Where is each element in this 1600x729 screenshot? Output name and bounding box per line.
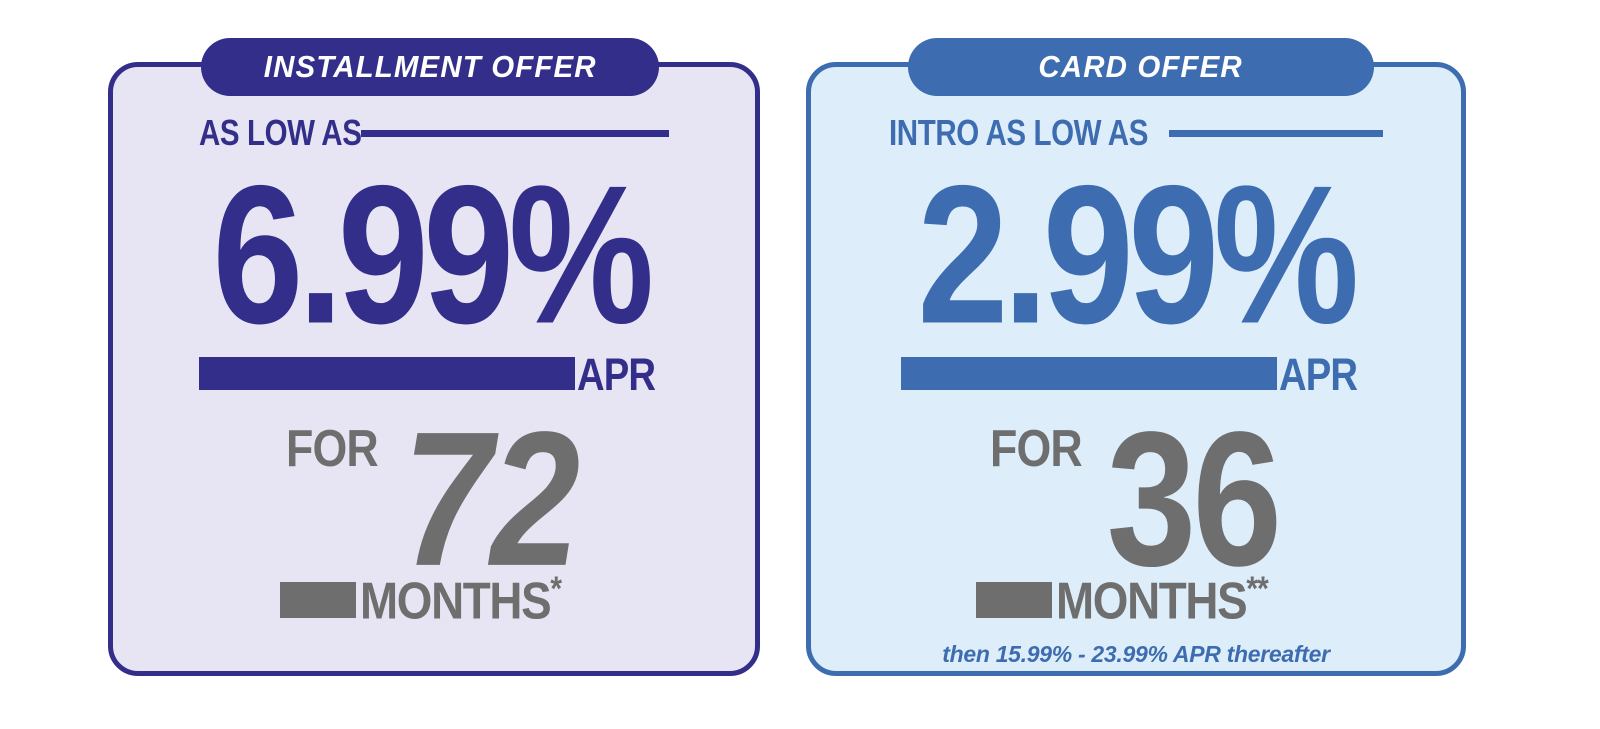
card-eyebrow-label: INTRO AS LOW AS: [889, 112, 1148, 153]
card-months-label: MONTHS**: [1055, 570, 1269, 631]
card-months-row: MONTHS**: [975, 570, 1297, 631]
installment-months-label: MONTHS*: [359, 570, 562, 631]
installment-footnote-marker: *: [550, 570, 562, 609]
installment-apr-label: APR: [576, 348, 656, 400]
card-offer-header-label: CARD OFFER: [1038, 49, 1244, 84]
installment-rate-value: 6.99%: [212, 145, 655, 366]
card-apr-row: APR: [901, 347, 1371, 400]
card-term-number: 36: [1106, 392, 1283, 607]
installment-offer-header-label: INSTALLMENT OFFER: [263, 49, 597, 84]
installment-apr-bar: [199, 357, 575, 391]
installment-eyebrow-label: AS LOW AS: [199, 112, 362, 153]
card-offer-header-pill: CARD OFFER: [908, 38, 1374, 96]
card-months-bar: [975, 581, 1052, 618]
card-eyebrow-row: INTRO AS LOW AS: [889, 111, 1383, 155]
installment-apr-row: APR: [199, 347, 669, 400]
card-footnote-marker: **: [1245, 570, 1268, 609]
installment-offer-card: INSTALLMENT OFFER AS LOW AS 6.99% APR FO…: [108, 38, 760, 676]
card-for-label: FOR: [990, 420, 1083, 479]
card-term-row: FOR 36: [990, 404, 1282, 595]
card-offer-card: CARD OFFER INTRO AS LOW AS 2.99% APR FOR…: [806, 38, 1466, 676]
installment-eyebrow-row: AS LOW AS: [199, 111, 669, 155]
card-offer-disclaimer: then 15.99% - 23.99% APR thereafter: [942, 641, 1330, 668]
card-offer-body: INTRO AS LOW AS 2.99% APR FOR 36 MONTHS*…: [811, 111, 1461, 671]
installment-eyebrow-rule: [361, 129, 669, 137]
card-rate-value: 2.99%: [917, 145, 1360, 366]
installment-term-row: FOR 72: [286, 404, 582, 595]
card-eyebrow-rule: [1168, 129, 1383, 137]
installment-for-label: FOR: [286, 420, 379, 479]
card-apr-bar: [901, 357, 1277, 391]
installment-months-bar: [279, 581, 356, 618]
card-apr-label: APR: [1278, 348, 1358, 400]
installment-offer-body: AS LOW AS 6.99% APR FOR 72 MONTHS*: [113, 111, 755, 671]
installment-offer-header-pill: INSTALLMENT OFFER: [201, 38, 659, 96]
installment-term-number: 72: [402, 392, 580, 607]
installment-months-row: MONTHS*: [279, 570, 589, 631]
